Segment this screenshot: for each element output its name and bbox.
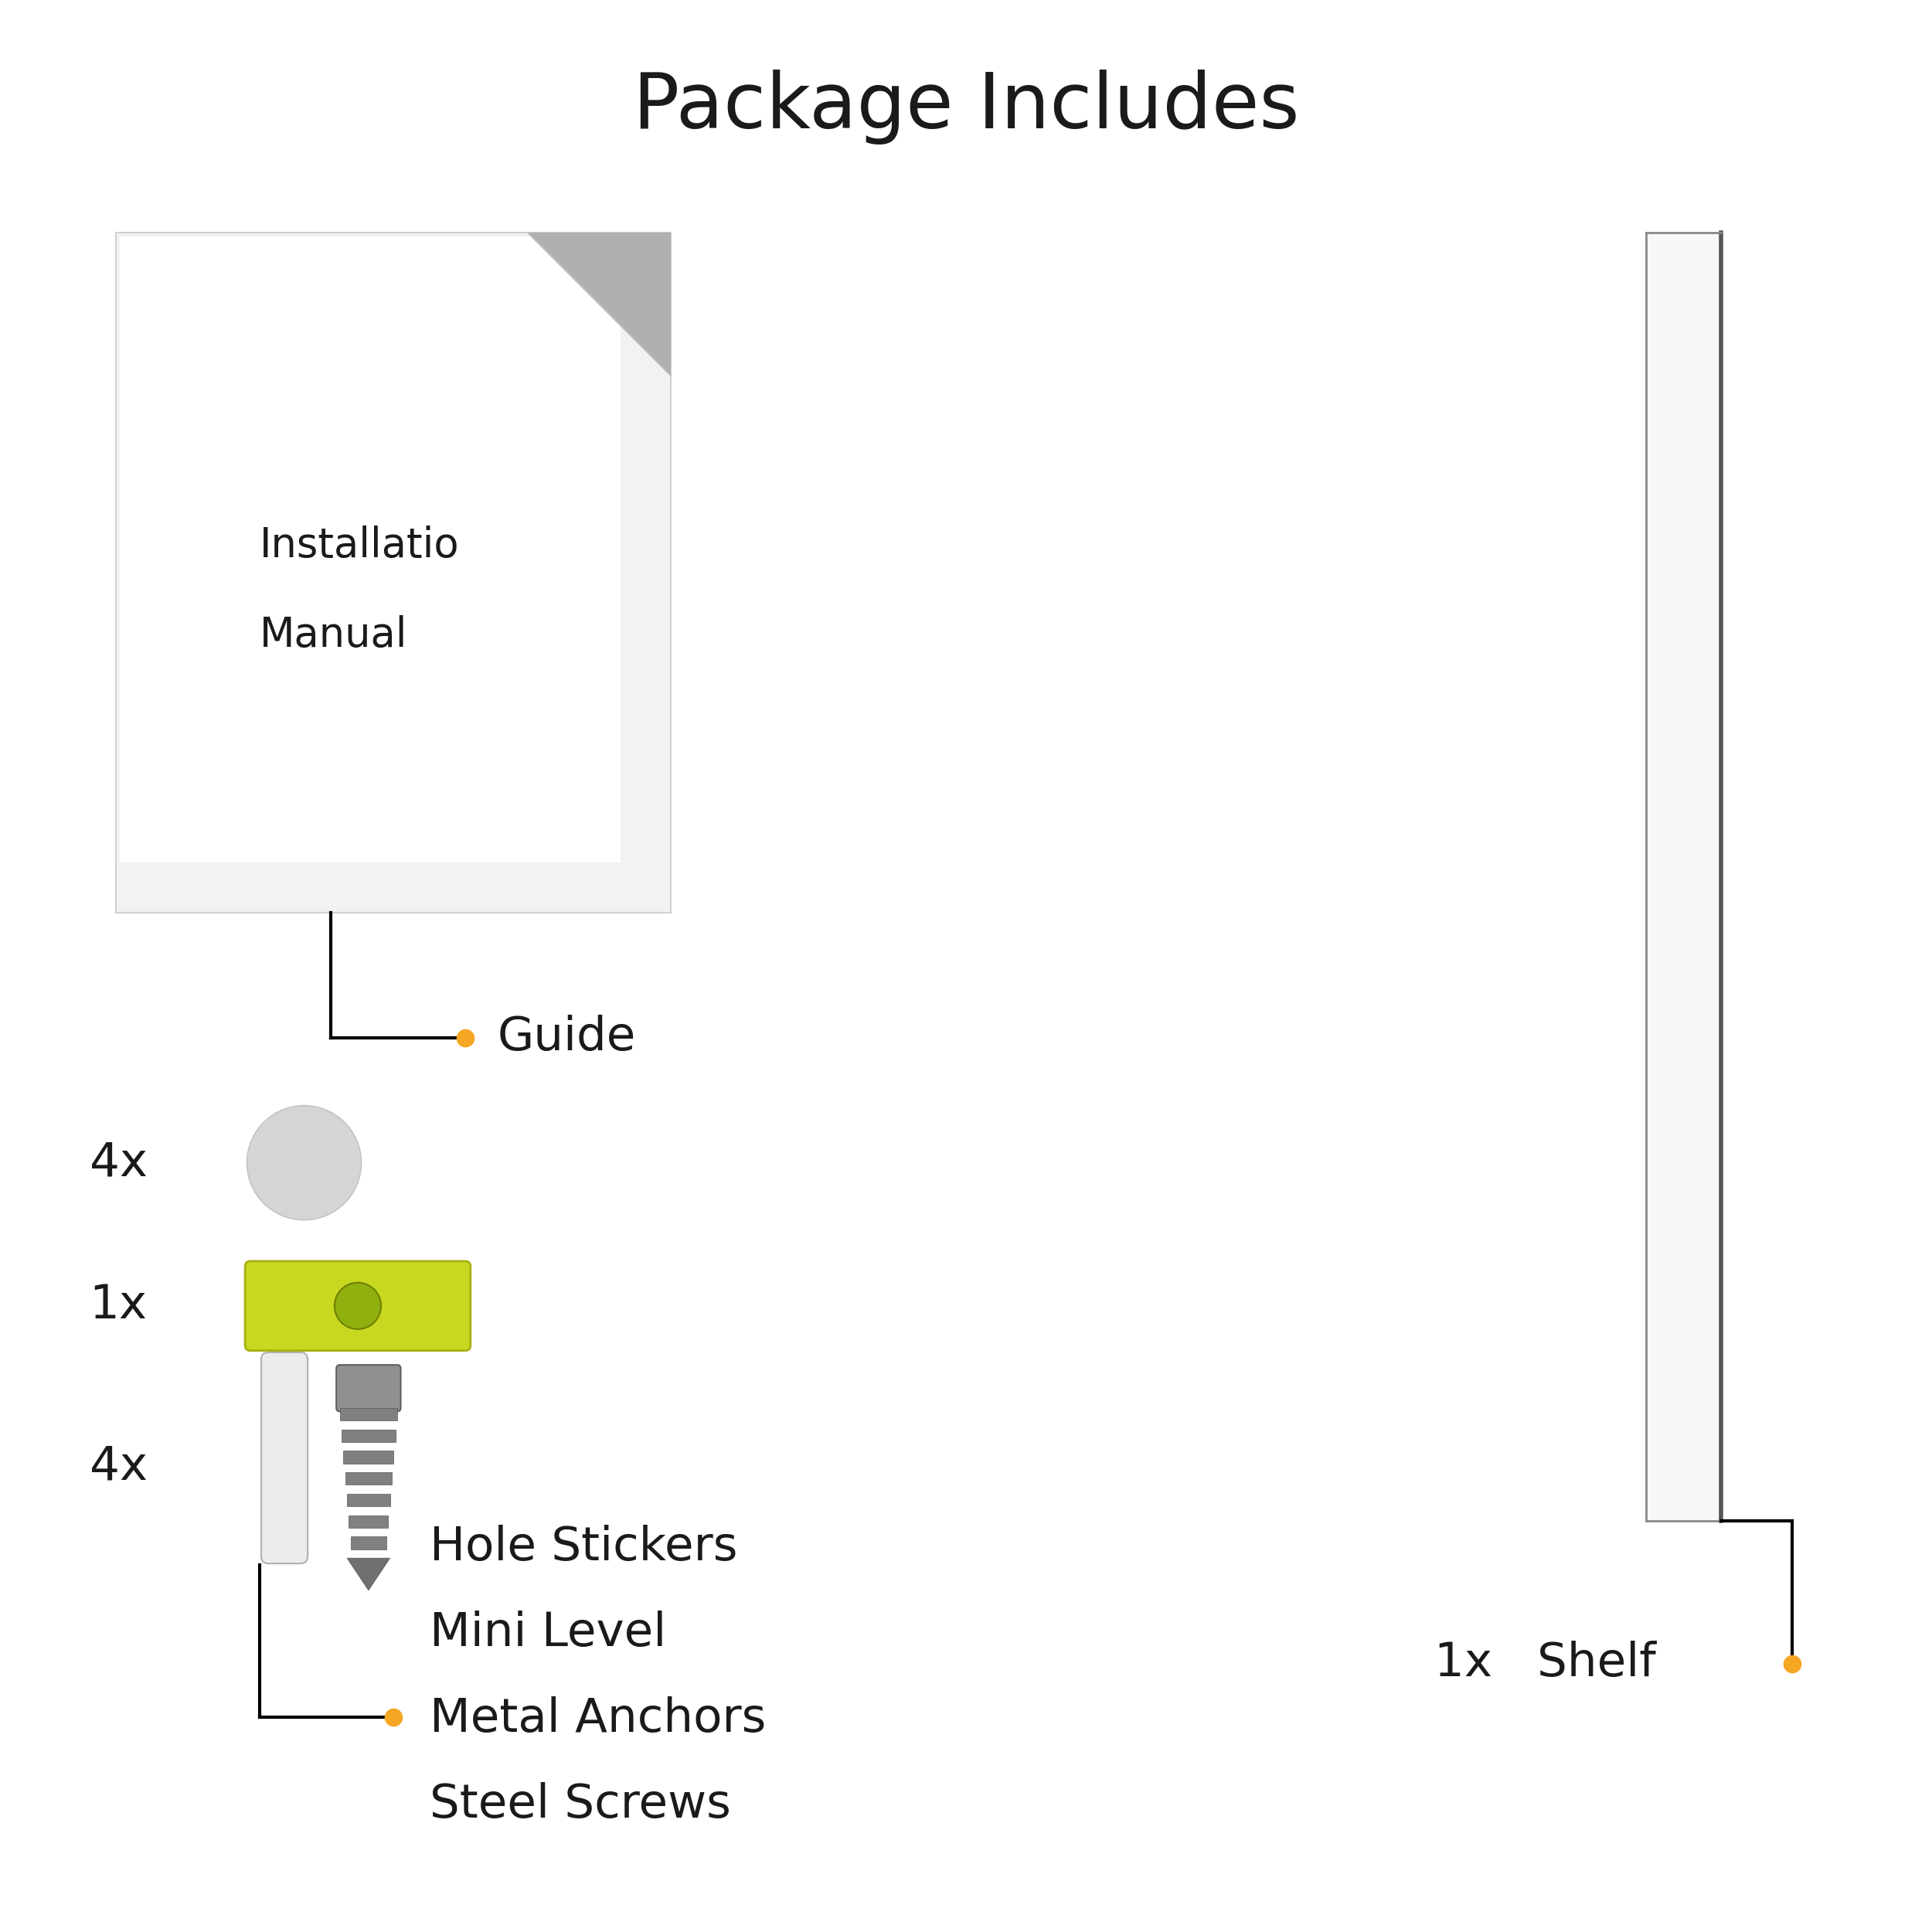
Text: Guide: Guide [497,1014,636,1061]
Bar [348,1493,390,1507]
Bar [350,1515,388,1528]
Bar [342,1430,396,1441]
FancyBboxPatch shape [261,1352,307,1563]
Bar [1646,232,1721,1520]
Text: Package Includes: Package Includes [634,70,1298,145]
Text: Installatio: Installatio [259,526,460,566]
Polygon shape [527,232,670,375]
Text: Manual: Manual [259,614,408,655]
Bar [116,232,670,912]
Bar [344,1451,394,1463]
Circle shape [247,1105,361,1219]
Text: Metal Anchors: Metal Anchors [429,1696,765,1743]
Circle shape [334,1283,381,1329]
Text: 4x: 4x [89,1443,147,1490]
Text: 1x: 1x [89,1283,147,1329]
Text: Mini Level: Mini Level [429,1611,667,1656]
Text: 1x   Shelf: 1x Shelf [1435,1640,1656,1687]
Bar [346,1472,392,1486]
Text: Hole Stickers: Hole Stickers [429,1524,738,1571]
Text: Steel Screws: Steel Screws [429,1781,730,1828]
FancyBboxPatch shape [336,1364,400,1412]
Text: 4x: 4x [89,1140,147,1186]
Polygon shape [527,232,670,375]
Bar [350,1536,386,1549]
Polygon shape [348,1557,390,1590]
Bar [120,236,620,862]
Bar [340,1408,398,1420]
FancyBboxPatch shape [245,1262,471,1350]
